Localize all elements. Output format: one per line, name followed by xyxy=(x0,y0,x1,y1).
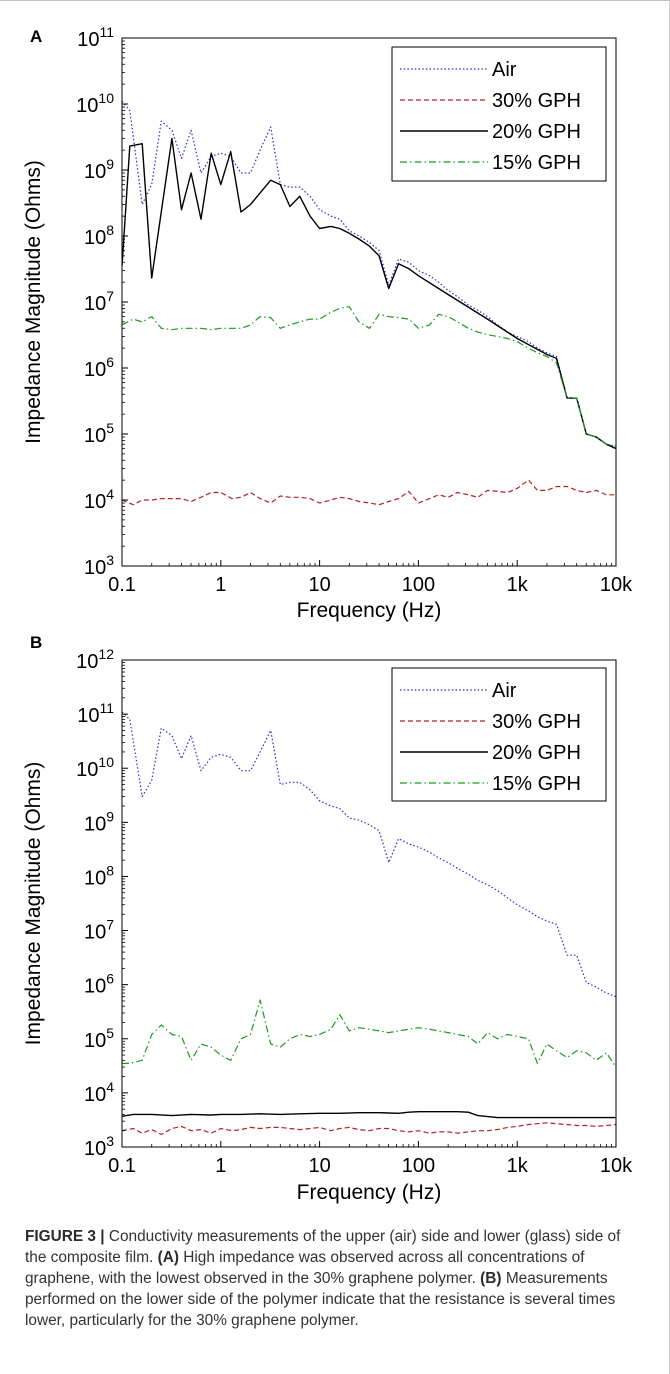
caption-a-text: High impedance was observed across all c… xyxy=(25,1249,585,1287)
y-tick-label: 1011 xyxy=(77,700,114,727)
x-tick-label: 10k xyxy=(600,574,633,596)
series-line-15-gph-a xyxy=(122,306,616,447)
caption-text: Conductivity measurements of the upper (… xyxy=(25,1228,621,1266)
chart-b-svg: B 0.1 1 10 100 1k 10k 103 104 105 106 107 108 109 1010… xyxy=(22,633,633,1204)
legend-label: 15% GPH xyxy=(492,773,581,795)
x-tick-label: 0.1 xyxy=(108,1155,136,1177)
panel-a-letter: A xyxy=(30,27,42,46)
y-axis-label-a: Impedance Magnitude (Ohms) xyxy=(22,160,45,444)
y-tick-label: 106 xyxy=(84,354,114,381)
y-tick-label: 108 xyxy=(84,862,114,889)
y-tick-label: 103 xyxy=(84,552,114,579)
series-line-20-gph-a xyxy=(122,137,616,450)
caption-label: FIGURE 3 | xyxy=(25,1228,105,1245)
caption-a-label: (A) xyxy=(157,1249,179,1266)
chart-panel-a: A 0.1 1 10 100 1k 10k 103 104 105 106 107 108 109 1010… xyxy=(0,0,670,625)
series-line-30-gph-b xyxy=(122,1122,616,1136)
x-tick-label: 10 xyxy=(308,574,330,596)
y-tick-label: 109 xyxy=(84,156,114,183)
caption-b-label: (B) xyxy=(480,1270,502,1287)
y-tick-label: 107 xyxy=(84,917,114,944)
caption-b-text: Measurements performed on the lower side… xyxy=(25,1270,616,1329)
chart-panel-b: B 0.1 1 10 100 1k 10k 103 104 105 106 107 108 109 1010… xyxy=(0,628,670,1204)
legend-b: Air 30% GPH 20% GPH 15% GPH xyxy=(391,667,607,802)
figure-caption: FIGURE 3 | Conductivity measurements of … xyxy=(25,1226,645,1331)
plot-area-b xyxy=(122,711,616,1136)
y-tick-label: 1012 xyxy=(76,646,114,673)
x-tick-label: 1k xyxy=(507,574,529,596)
x-axis-label-b: Frequency (Hz) xyxy=(297,1181,442,1204)
x-tick-label: 0.1 xyxy=(108,574,136,596)
legend-label: 30% GPH xyxy=(492,711,581,733)
legend-a: Air 30% GPH 20% GPH 15% GPH xyxy=(391,46,607,182)
y-axis-label-b: Impedance Magnitude (Ohms) xyxy=(22,762,45,1046)
axes-frame-b xyxy=(121,659,617,1148)
y-tick-label: 104 xyxy=(84,1079,114,1106)
y-tick-label: 1011 xyxy=(77,24,114,51)
panel-b-letter: B xyxy=(30,633,42,652)
x-tick-label: 1k xyxy=(507,1155,529,1177)
plot-area-a xyxy=(122,100,616,506)
series-line-30-gph-a xyxy=(122,479,616,506)
x-tick-label: 10 xyxy=(308,1155,330,1177)
legend-box xyxy=(391,667,607,802)
top-border-rule xyxy=(0,0,670,1)
legend-label: 15% GPH xyxy=(492,152,581,174)
legend-box xyxy=(391,46,607,182)
y-tick-label: 109 xyxy=(84,808,114,835)
y-tick-label: 1010 xyxy=(76,90,114,117)
legend-label: 20% GPH xyxy=(492,121,581,143)
series-line-20-gph-b xyxy=(122,1111,616,1119)
y-tick-label: 108 xyxy=(84,222,114,249)
x-axis-label-a: Frequency (Hz) xyxy=(297,599,442,622)
x-tick-label: 100 xyxy=(402,1155,435,1177)
y-tick-label: 1010 xyxy=(76,754,114,781)
x-tick-label: 1 xyxy=(215,574,226,596)
y-tick-label: 107 xyxy=(84,288,114,315)
legend-label: Air xyxy=(492,59,517,81)
y-tick-label: 106 xyxy=(84,971,114,998)
y-tick-label: 104 xyxy=(84,486,114,513)
legend-label: Air xyxy=(492,680,517,702)
y-tick-label: 105 xyxy=(84,1025,114,1052)
x-tick-label: 10k xyxy=(600,1155,633,1177)
x-tick-label: 1 xyxy=(215,1155,226,1177)
chart-a-svg: A 0.1 1 10 100 1k 10k 103 104 105 106 107 108 109 1010… xyxy=(22,24,633,622)
y-tick-label: 103 xyxy=(84,1133,114,1160)
x-tick-label: 100 xyxy=(402,574,435,596)
legend-label: 30% GPH xyxy=(492,90,581,112)
legend-label: 20% GPH xyxy=(492,742,581,764)
y-tick-label: 105 xyxy=(84,420,114,447)
series-line-15-gph-b xyxy=(122,999,616,1068)
